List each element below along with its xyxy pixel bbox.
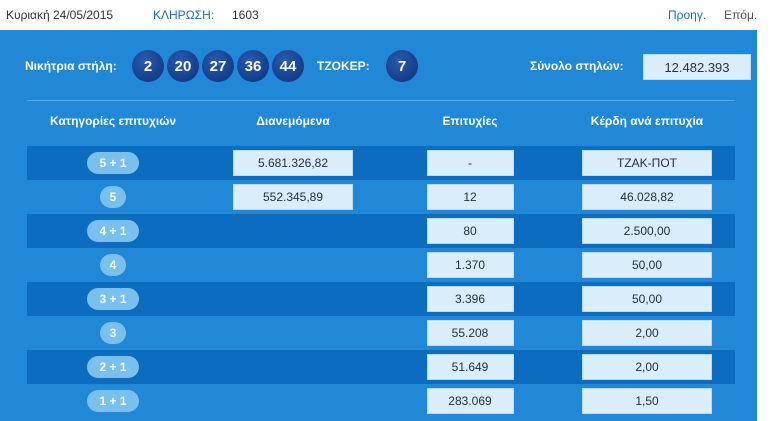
- cell-2: -: [426, 150, 514, 176]
- draw-label: ΚΛΗΡΩΣΗ:: [153, 8, 215, 22]
- cell-3: 46.028,82: [582, 184, 712, 210]
- joker-label: ΤΖΟΚΕΡ:: [317, 59, 370, 73]
- separator: [27, 100, 735, 101]
- next-link[interactable]: Επόμ.: [724, 8, 758, 22]
- cell-2: 1.370: [426, 252, 514, 278]
- column-header: Κέρδη ανά επιτυχία: [590, 114, 704, 128]
- cell-3: 50,00: [582, 252, 712, 278]
- category-badge: 4 + 1: [87, 220, 139, 242]
- category-badge: 5 + 1: [87, 152, 139, 174]
- category-badge: 2 + 1: [87, 356, 139, 378]
- number-ball: 44: [272, 50, 304, 82]
- cell-2: 12: [426, 184, 514, 210]
- category-badge: 3 + 1: [87, 288, 139, 310]
- cell-2: 55.208: [426, 320, 514, 346]
- cell-3: 2,00: [582, 354, 712, 380]
- draw-number: 1603: [232, 8, 259, 22]
- cell-1: 5.681.326,82: [233, 150, 353, 176]
- date: Κυριακή 24/05/2015: [6, 8, 114, 22]
- number-ball: 27: [202, 50, 234, 82]
- cell-3: 2.500,00: [582, 218, 712, 244]
- cell-1: 552.345,89: [233, 184, 353, 210]
- cell-3: 1,50: [582, 388, 712, 414]
- cell-3: 2,00: [582, 320, 712, 346]
- total-box: 12.482.393: [643, 54, 751, 80]
- cell-2: 3.396: [426, 286, 514, 312]
- category-badge: 3: [100, 322, 126, 344]
- number-ball: 36: [237, 50, 269, 82]
- winning-label: Νικήτρια στήλη:: [25, 59, 117, 73]
- number-ball: 2: [132, 50, 164, 82]
- column-header: Επιτυχίες: [442, 114, 498, 128]
- total-label: Σύνολο στηλών:: [530, 59, 624, 73]
- number-ball: 20: [167, 50, 199, 82]
- cell-3: 50,00: [582, 286, 712, 312]
- column-header: Διανεμόμενα: [256, 114, 330, 128]
- column-header: Κατηγορίες επιτυχιών: [49, 114, 177, 128]
- joker-ball: 7: [386, 50, 418, 82]
- cell-2: 283.069: [426, 388, 514, 414]
- cell-2: 80: [426, 218, 514, 244]
- cell-3: ΤΖΑΚ-ΠΟΤ: [582, 150, 712, 176]
- category-badge: 4: [100, 254, 126, 276]
- cell-2: 51.649: [426, 354, 514, 380]
- category-badge: 1 + 1: [87, 390, 139, 412]
- prev-link[interactable]: Προηγ.: [668, 8, 707, 22]
- top-bar: Κυριακή 24/05/2015 ΚΛΗΡΩΣΗ: 1603 Προηγ. …: [0, 0, 770, 30]
- category-badge: 5: [100, 186, 126, 208]
